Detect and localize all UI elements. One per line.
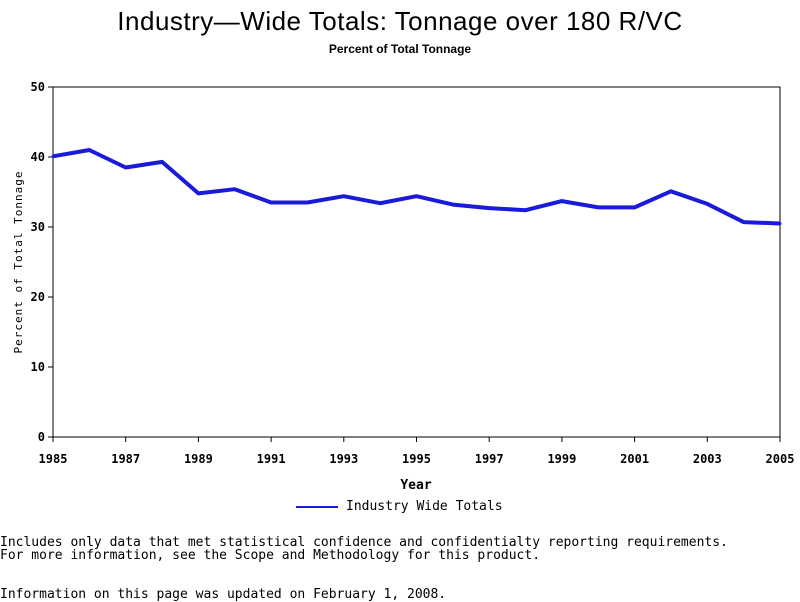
y-axis-label: Percent of Total Tonnage (12, 171, 25, 354)
x-tick-label: 1989 (184, 452, 213, 466)
data-point (196, 191, 200, 195)
data-point (269, 201, 273, 204)
data-point (233, 187, 237, 191)
y-tick-label: 0 (38, 430, 45, 444)
chart-subtitle: Percent of Total Tonnage (328, 42, 472, 56)
data-point (778, 222, 782, 225)
data-point (633, 205, 637, 209)
data-point (560, 199, 564, 203)
x-tick-label: 1987 (111, 452, 140, 466)
data-point (87, 148, 91, 152)
y-tick-label: 50 (31, 80, 45, 94)
data-point (378, 201, 382, 205)
data-point (415, 194, 418, 198)
legend-label: Industry Wide Totals (346, 499, 503, 514)
y-tick-label: 30 (31, 220, 45, 234)
footnote-methodology: For more information, see the Scope and … (0, 548, 541, 563)
y-tick-label: 10 (31, 360, 45, 374)
data-point (305, 201, 309, 204)
x-tick-label: 2005 (766, 452, 795, 466)
x-tick-label: 1997 (475, 452, 504, 466)
legend-swatch (296, 506, 338, 508)
data-point (524, 208, 528, 212)
data-point (669, 189, 673, 193)
data-point (742, 220, 746, 224)
y-tick-label: 40 (31, 150, 45, 164)
data-point (124, 166, 128, 169)
footnote-updated: Information on this page was updated on … (0, 587, 447, 602)
x-axis-label: Year (400, 478, 431, 493)
x-tick-label: 1993 (329, 452, 358, 466)
data-point (51, 154, 55, 158)
data-point (705, 202, 709, 206)
plot-frame (52, 86, 781, 438)
data-point (487, 206, 491, 210)
data-point (160, 160, 164, 164)
chart-title: Industry—Wide Totals: Tonnage over 180 R… (117, 6, 683, 36)
x-tick-label: 1999 (547, 452, 576, 466)
data-point (342, 194, 346, 198)
data-point (596, 205, 600, 209)
x-tick-label: 1985 (39, 452, 68, 466)
x-tick-label: 1991 (257, 452, 286, 466)
footnote-confidentiality: Includes only data that met statistical … (0, 535, 728, 550)
x-tick-label: 1995 (402, 452, 431, 466)
x-tick-label: 2003 (693, 452, 722, 466)
x-tick-label: 2001 (620, 452, 649, 466)
data-point (451, 203, 455, 207)
y-tick-label: 20 (31, 290, 45, 304)
